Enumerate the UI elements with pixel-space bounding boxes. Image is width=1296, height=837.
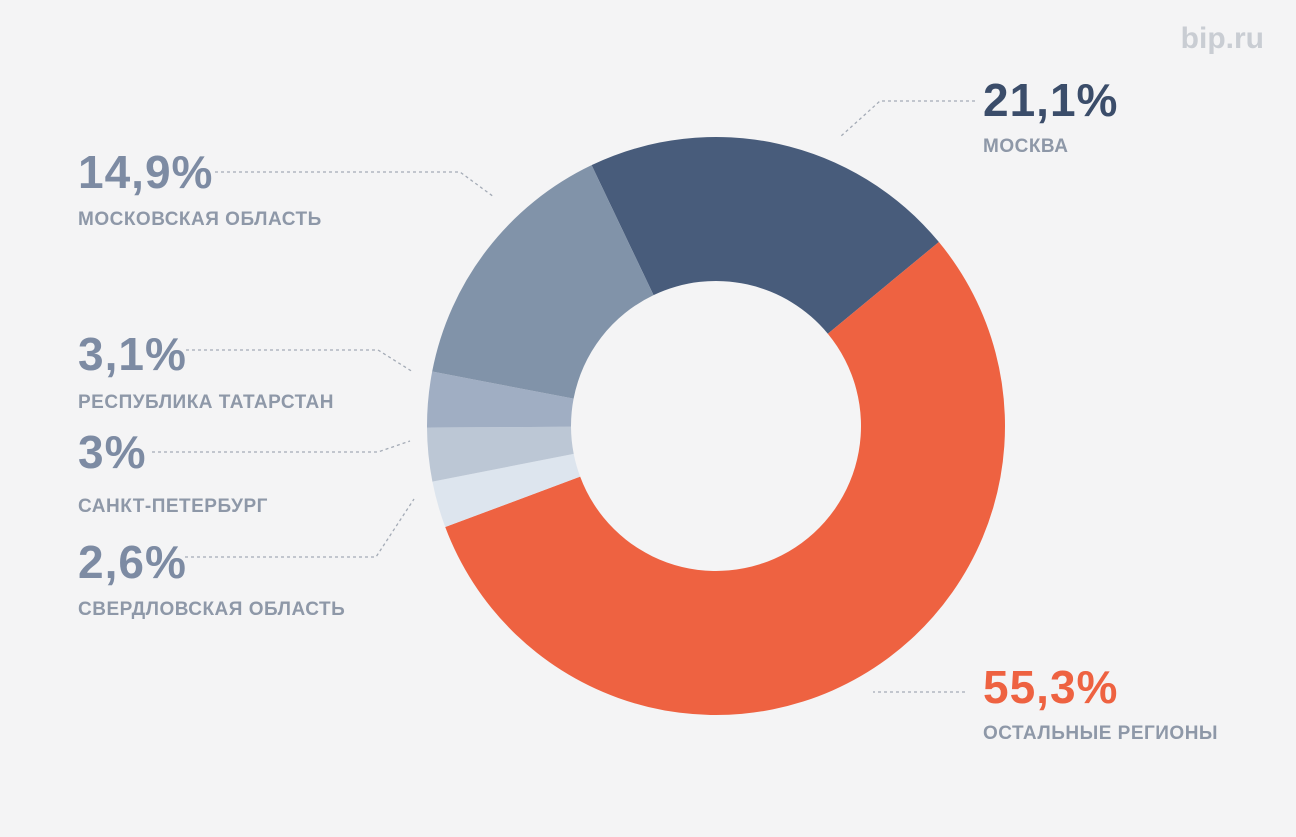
leader-line-московская-область xyxy=(215,171,495,198)
percent-label-московская-область: 14,9% xyxy=(78,146,213,198)
slice-москва xyxy=(591,136,939,334)
percent-label-республика-татарстан: 3,1% xyxy=(78,328,187,380)
category-label-остальные-регионы: ОСТАЛЬНЫЕ РЕГИОНЫ xyxy=(983,723,1218,744)
slice-республика-татарстан xyxy=(427,371,574,428)
category-label-санкт-петербург: САНКТ-ПЕТЕРБУРГ xyxy=(78,496,268,517)
brand-logo: bip.ru xyxy=(1181,22,1264,55)
category-label-республика-татарстан: РЕСПУБЛИКА ТАТАРСТАН xyxy=(78,392,334,413)
slice-московская-область xyxy=(432,165,654,399)
percent-label-санкт-петербург: 3% xyxy=(78,426,146,478)
category-label-москва: МОСКВА xyxy=(983,136,1068,157)
leader-line-санкт-петербург xyxy=(152,440,411,453)
leader-line-москва xyxy=(839,100,975,138)
category-label-свердловская-область: СВЕРДЛОВСКАЯ ОБЛАСТЬ xyxy=(78,599,345,620)
leader-line-республика-татарстан xyxy=(186,349,414,373)
slice-остальные-регионы xyxy=(445,242,1005,715)
percent-label-москва: 21,1% xyxy=(983,74,1118,126)
slice-свердловская-область xyxy=(432,453,581,528)
category-label-московская-область: МОСКОВСКАЯ ОБЛАСТЬ xyxy=(78,209,322,230)
slice-санкт-петербург xyxy=(427,426,574,482)
percent-label-свердловская-область: 2,6% xyxy=(78,536,187,588)
percent-label-остальные-регионы: 55,3% xyxy=(983,661,1118,713)
